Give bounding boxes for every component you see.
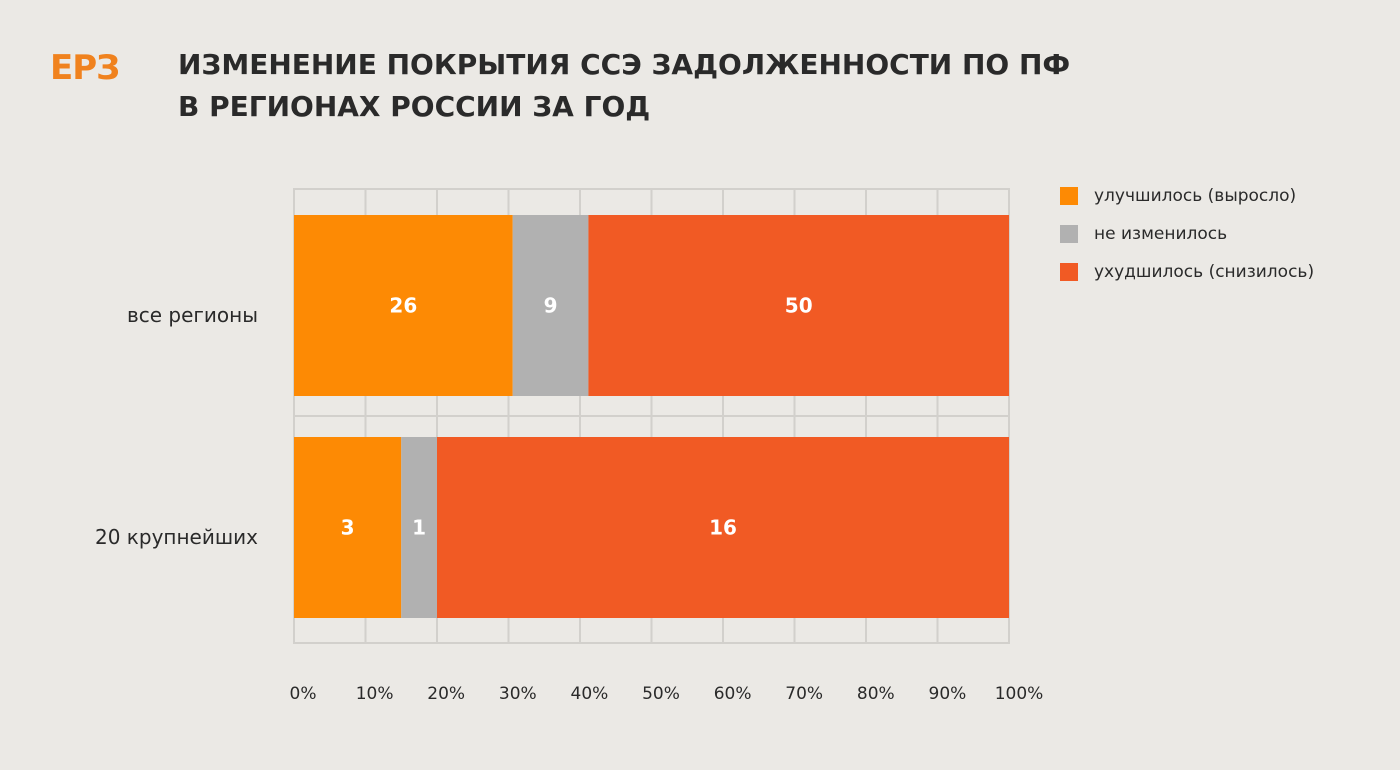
- x-tick-label: 60%: [714, 684, 752, 704]
- legend-item-improved: улучшилось (выросло): [1060, 186, 1314, 206]
- category-label: 20 крупнейших: [95, 525, 258, 549]
- data-label: 26: [389, 294, 417, 318]
- legend-item-worsened: ухудшилось (снизилось): [1060, 262, 1314, 282]
- x-tick-label: 20%: [427, 684, 465, 704]
- legend-label-unchanged: не изменилось: [1094, 224, 1228, 244]
- legend-label-worsened: ухудшилось (снизилось): [1094, 262, 1315, 282]
- x-tick-label: 10%: [356, 684, 394, 704]
- legend: улучшилось (выросло) не изменилось ухудш…: [1060, 186, 1314, 300]
- data-label: 1: [412, 516, 426, 540]
- x-tick-label: 100%: [995, 684, 1044, 704]
- legend-swatch-improved: [1060, 187, 1078, 205]
- x-tick-label: 40%: [571, 684, 609, 704]
- x-tick-label: 80%: [857, 684, 895, 704]
- data-label: 9: [544, 294, 558, 318]
- category-label: все регионы: [127, 303, 258, 327]
- bar-segment-unchanged: [401, 437, 437, 618]
- title-line-2: В РЕГИОНАХ РОССИИ ЗА ГОД: [178, 90, 651, 123]
- x-tick-label: 70%: [785, 684, 823, 704]
- chart-title: ИЗМЕНЕНИЕ ПОКРЫТИЯ ССЭ ЗАДОЛЖЕННОСТИ ПО …: [178, 44, 1070, 128]
- legend-swatch-worsened: [1060, 263, 1078, 281]
- legend-item-unchanged: не изменилось: [1060, 224, 1314, 244]
- bar-segment-improved: [294, 437, 402, 618]
- title-line-1: ИЗМЕНЕНИЕ ПОКРЫТИЯ ССЭ ЗАДОЛЖЕННОСТИ ПО …: [178, 48, 1071, 81]
- legend-label-improved: улучшилось (выросло): [1094, 186, 1297, 206]
- data-label: 3: [341, 516, 355, 540]
- bar-segment-worsened: [437, 437, 1009, 618]
- logo: ЕРЗ: [50, 48, 120, 88]
- bar-segment-worsened: [588, 215, 1009, 396]
- data-label: 50: [785, 294, 813, 318]
- bar-segment-improved: [294, 215, 513, 396]
- legend-swatch-unchanged: [1060, 225, 1078, 243]
- x-tick-label: 30%: [499, 684, 537, 704]
- x-tick-label: 0%: [290, 684, 317, 704]
- data-label: 16: [709, 516, 737, 540]
- x-tick-label: 90%: [929, 684, 967, 704]
- bar-segment-unchanged: [512, 215, 589, 396]
- x-tick-label: 50%: [642, 684, 680, 704]
